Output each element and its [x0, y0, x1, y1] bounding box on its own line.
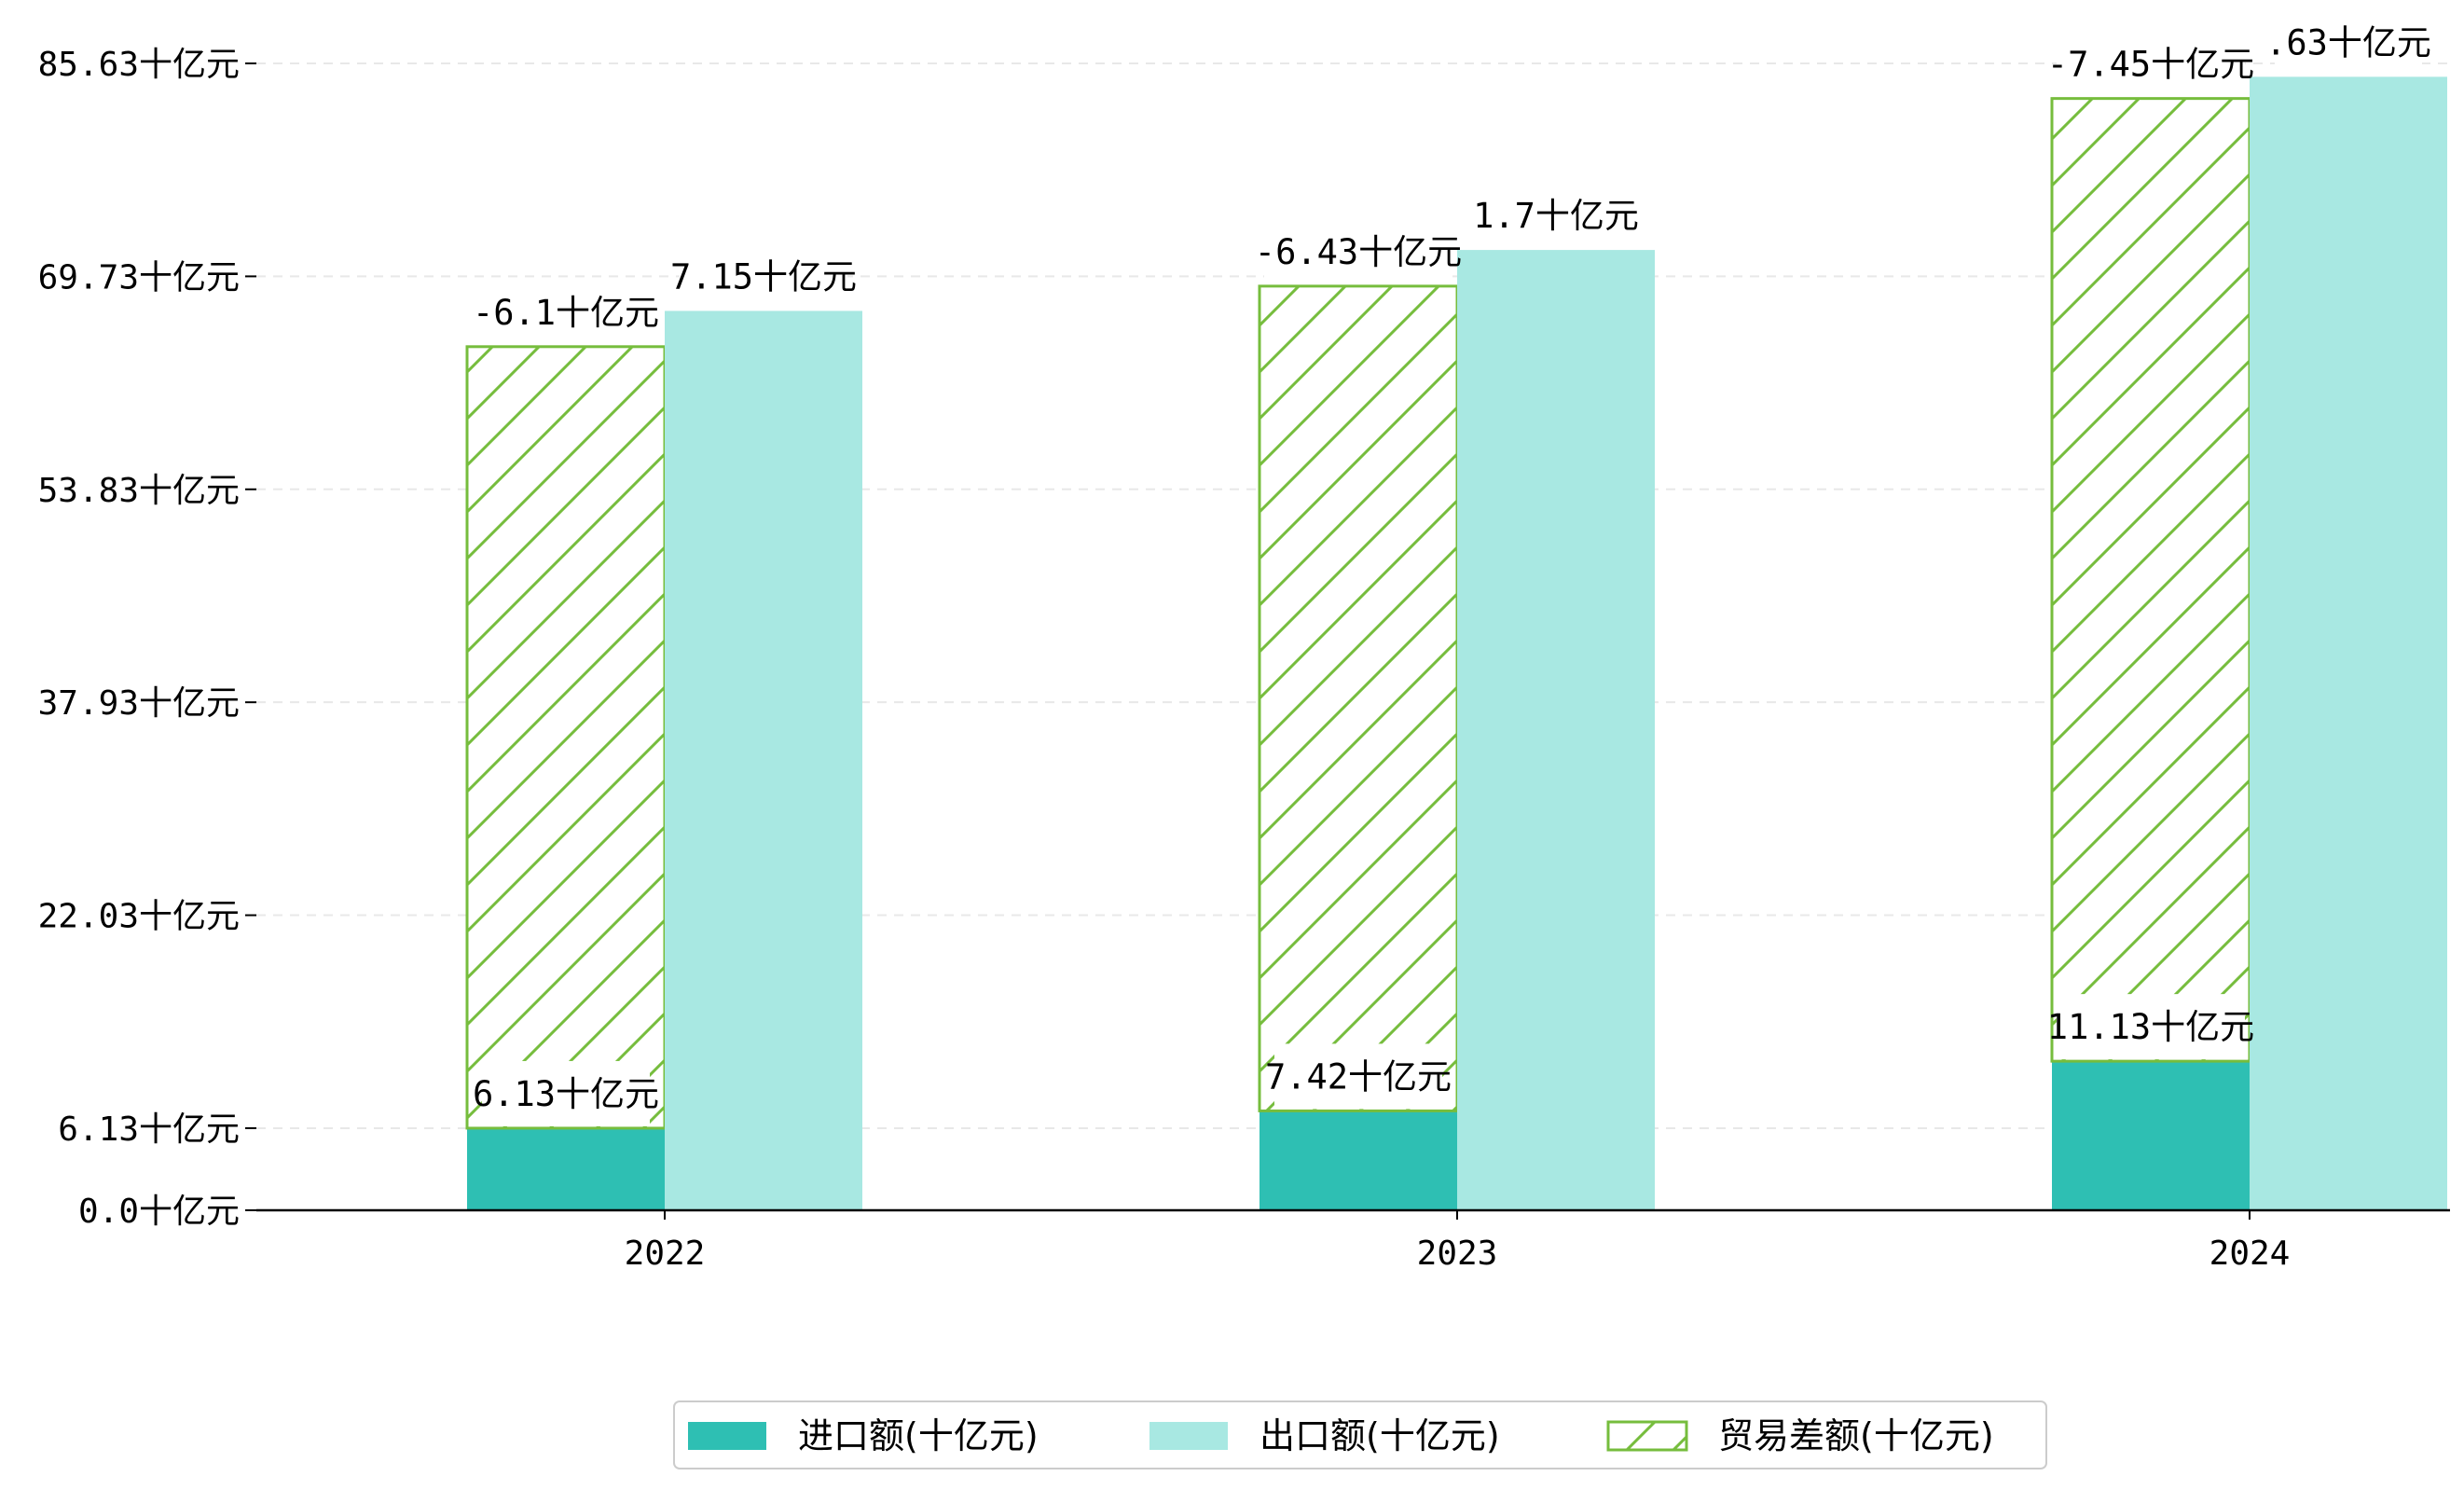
balance-bar: [1258, 284, 1459, 1112]
export-label: 1.7十亿元: [1473, 196, 1639, 236]
import-label-bg: [482, 1060, 650, 1126]
axes: 0.0十亿元 6.13十亿元 22.03十亿元 37.93十亿元 53.83十亿元 69.…: [38, 46, 2450, 1273]
balance-label-bg: [1264, 218, 1452, 284]
x-tick-label: 2022: [625, 1235, 706, 1273]
legend-box: [673, 1400, 2047, 1469]
import-label-bg: [1274, 1043, 1442, 1110]
export-label: 7.15十亿元: [670, 256, 857, 297]
legend-label: 进口额(十亿元): [798, 1415, 1039, 1456]
import-bar: [467, 1127, 665, 1210]
legend-label: 出口额(十亿元): [1260, 1415, 1500, 1456]
legend: 进口额(十亿元) 出口额(十亿元) 贸易差额(十亿元): [673, 1400, 2047, 1469]
export-bar: [2250, 76, 2447, 1210]
balance-bar: [465, 345, 667, 1130]
x-tick-label: 2024: [2209, 1235, 2291, 1273]
balance-bar: [2050, 97, 2251, 1063]
export-label-bg: [680, 243, 847, 310]
data-labels: -6.1十亿元 7.15十亿元 6.13十亿元 -6.43十亿元 1.7十亿元 7.42十…: [473, 9, 2431, 1126]
y-tick-label: 6.13十亿元: [58, 1111, 240, 1149]
export-bar: [1457, 250, 1655, 1210]
legend-swatch: [688, 1422, 766, 1450]
balance-label: -6.1十亿元: [473, 293, 659, 333]
export-label: .63十亿元: [2265, 22, 2431, 62]
y-tick-label: 69.73十亿元: [38, 258, 240, 297]
balance-label-bg: [2057, 31, 2245, 97]
import-label: 11.13十亿元: [2047, 1007, 2254, 1047]
export-bar: [665, 310, 862, 1210]
export-label-bg: [1482, 183, 1630, 249]
import-label-bg: [2057, 994, 2245, 1060]
import-label: 6.13十亿元: [473, 1074, 659, 1114]
y-tick-label: 0.0十亿元: [78, 1193, 240, 1231]
balance-label: -7.45十亿元: [2047, 45, 2254, 85]
balance-label-bg: [482, 279, 650, 345]
y-tick-label: 53.83十亿元: [38, 472, 240, 510]
y-tick-label: 85.63十亿元: [38, 46, 240, 84]
legend-label: 贸易差额(十亿元): [1718, 1415, 1994, 1456]
legend-swatch: [1149, 1422, 1228, 1450]
y-tick-label: 37.93十亿元: [38, 684, 240, 723]
x-tick-label: 2023: [1417, 1235, 1498, 1273]
import-label: 7.42十亿元: [1265, 1056, 1452, 1097]
legend-swatch: [1606, 1420, 1688, 1452]
bars: [465, 76, 2447, 1210]
import-bar: [1260, 1111, 1457, 1210]
import-bar: [2052, 1061, 2250, 1210]
balance-label: -6.43十亿元: [1255, 232, 1462, 272]
export-label-bg: [2275, 9, 2422, 76]
y-tick-label: 22.03十亿元: [38, 898, 240, 936]
